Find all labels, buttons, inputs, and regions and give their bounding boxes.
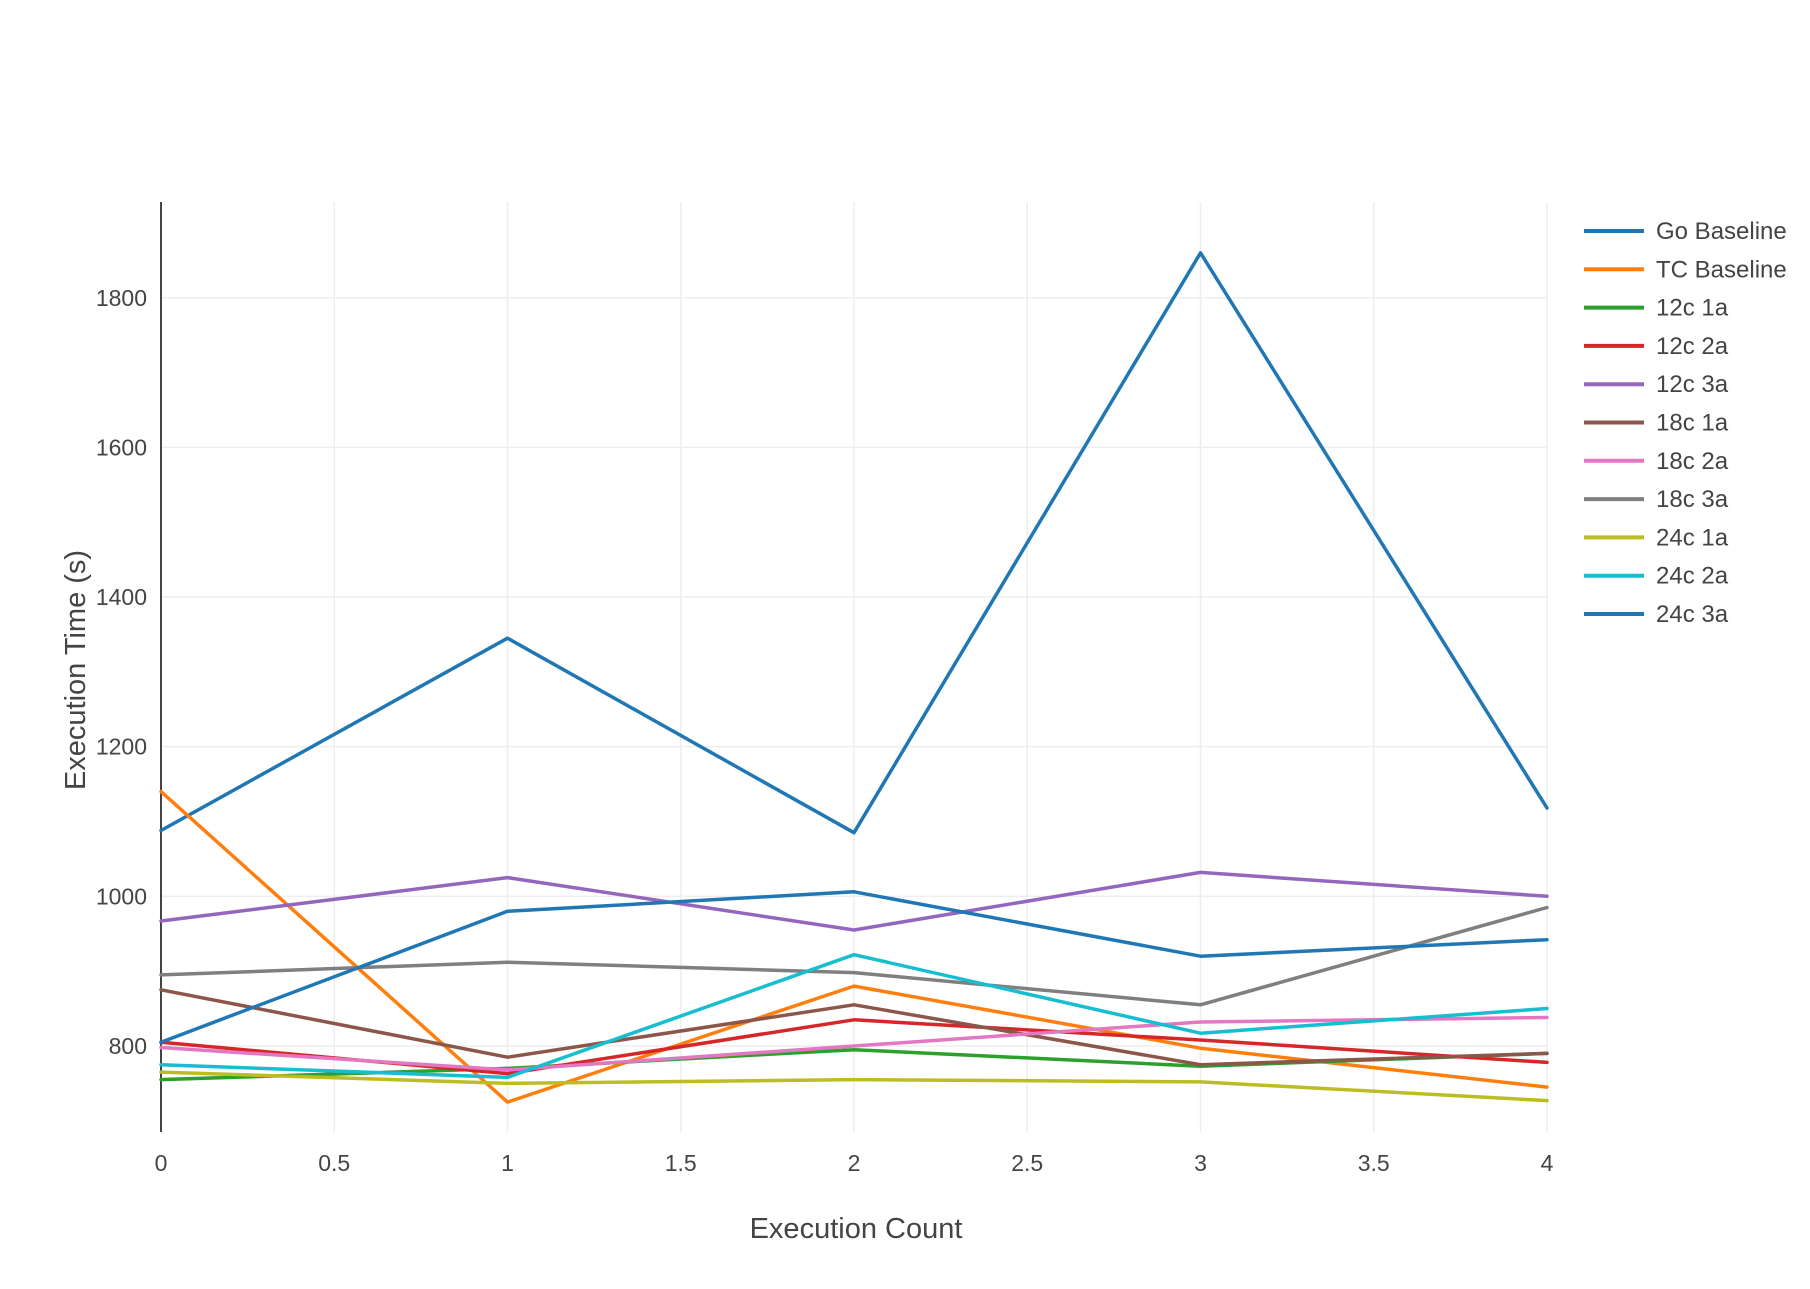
legend-item[interactable]: 24c 1a <box>1584 524 1729 551</box>
legend-label: 24c 3a <box>1656 601 1729 628</box>
legend-label: Go Baseline <box>1656 218 1787 245</box>
legend-item[interactable]: TC Baseline <box>1584 256 1787 283</box>
legend-item[interactable]: 24c 3a <box>1584 601 1729 628</box>
series-line-0[interactable] <box>159 251 1549 835</box>
x-axis-title: Execution Count <box>750 1213 963 1245</box>
series-line-9[interactable] <box>159 952 1549 1080</box>
legend[interactable]: Go Baseline TC Baseline 12c 1a 12c 2a 12c 3a… <box>1584 218 1787 628</box>
legend-item[interactable]: 18c 1a <box>1584 410 1729 437</box>
gridlines <box>161 202 1548 1132</box>
y-tick-label: 1800 <box>96 285 147 311</box>
plot-area <box>159 251 1549 1104</box>
series-line-5[interactable] <box>159 988 1549 1067</box>
y-tick-label: 1400 <box>96 584 147 610</box>
y-tick-label: 1200 <box>96 734 147 760</box>
legend-label: 18c 1a <box>1656 410 1729 437</box>
legend-item[interactable]: 12c 3a <box>1584 371 1729 398</box>
legend-item[interactable]: 12c 1a <box>1584 295 1729 322</box>
x-tick-label: 3 <box>1194 1150 1207 1176</box>
series-line-8[interactable] <box>159 1070 1549 1103</box>
x-tick-label: 0 <box>155 1150 168 1176</box>
legend-item[interactable]: Go Baseline <box>1584 218 1787 245</box>
legend-label: 12c 3a <box>1656 371 1729 398</box>
x-tick-label: 3.5 <box>1358 1150 1390 1176</box>
x-tick-label: 0.5 <box>318 1150 350 1176</box>
series-line-4[interactable] <box>159 870 1549 932</box>
x-tick-label: 4 <box>1541 1150 1554 1176</box>
x-tick-label: 2 <box>848 1150 861 1176</box>
x-tick-label: 1 <box>501 1150 514 1176</box>
x-tick-label: 2.5 <box>1011 1150 1043 1176</box>
legend-label: 18c 3a <box>1656 486 1729 513</box>
legend-label: 12c 1a <box>1656 295 1729 322</box>
y-axis-title: Execution Time (s) <box>60 550 92 790</box>
legend-item[interactable]: 18c 2a <box>1584 448 1729 475</box>
axes: 0 0.5 1 1.5 2 2.5 3 3.5 4 800 1000 1200 1400 1600 1800 <box>96 202 1554 1176</box>
legend-item[interactable]: 24c 2a <box>1584 563 1729 590</box>
legend-label: 18c 2a <box>1656 448 1729 475</box>
series-line-7[interactable] <box>159 905 1549 1007</box>
legend-label: 24c 1a <box>1656 524 1729 551</box>
y-tick-label: 1600 <box>96 434 147 460</box>
y-tick-label: 800 <box>109 1033 147 1059</box>
y-tick-label: 1000 <box>96 883 147 909</box>
legend-item[interactable]: 18c 3a <box>1584 486 1729 513</box>
legend-item[interactable]: 12c 2a <box>1584 333 1729 360</box>
series-line-10[interactable] <box>159 890 1549 1044</box>
series-line-6[interactable] <box>159 1015 1549 1072</box>
x-tick-label: 1.5 <box>665 1150 697 1176</box>
legend-label: 24c 2a <box>1656 563 1729 590</box>
legend-label: 12c 2a <box>1656 333 1729 360</box>
legend-label: TC Baseline <box>1656 256 1787 283</box>
